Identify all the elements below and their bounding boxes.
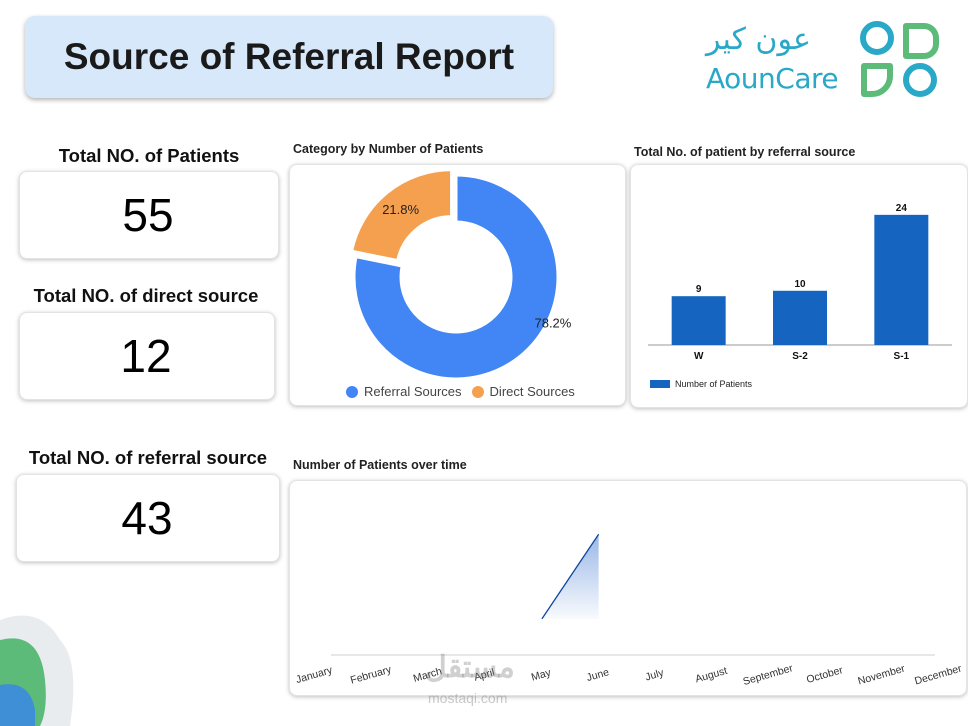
donut-chart: 21.8% 78.2%: [349, 168, 572, 381]
bar-chart-title: Total No. of patient by referral source: [634, 145, 856, 159]
bar-legend-label: Number of Patients: [675, 379, 753, 389]
kpi-direct-source-card: [19, 312, 275, 400]
kpi-total-patients-card: [19, 171, 279, 259]
month-tick-may: May: [530, 666, 553, 683]
bar-legend-swatch: [650, 380, 670, 388]
kpi-referral-source-label: Total NO. of referral source: [28, 447, 268, 468]
legend-label-direct: Direct Sources: [489, 384, 575, 399]
month-tick-september: September: [742, 662, 795, 688]
kpi-total-patients-label: Total NO. of Patients: [58, 145, 240, 166]
logo-arabic-text: عون كير: [706, 22, 811, 57]
legend-dot-referral: [346, 385, 358, 398]
month-tick-june: June: [585, 666, 610, 684]
line-chart: January February March April May June July Augu…: [295, 533, 964, 688]
kpi-direct-source-value: 12: [120, 330, 172, 382]
bar-chart: 9 W 10 S-2 24 S-1: [648, 203, 952, 362]
donut-chart-title: Category by Number of Patients: [293, 142, 484, 156]
month-tick-april: April: [473, 666, 497, 683]
bar-value-S-1: 24: [896, 203, 908, 214]
line-chart-title: Number of Patients over time: [293, 458, 467, 472]
bar-tick-W: W: [694, 351, 704, 362]
month-tick-january: January: [295, 664, 335, 686]
kpi-referral-source-card: [16, 474, 280, 562]
corner-shape-blue: [0, 684, 35, 726]
donut-slice-referral: [352, 173, 560, 381]
legend-dot-direct: [471, 385, 484, 398]
bar-value-W: 9: [696, 284, 702, 295]
corner-decoration: [0, 615, 74, 726]
page-title: Source of Referral Report: [63, 36, 515, 77]
watermark-arabic: مستقل: [425, 651, 515, 684]
month-tick-november: November: [857, 663, 907, 688]
month-tick-october: October: [805, 664, 845, 686]
bar-tick-S-2: S-2: [792, 351, 808, 362]
kpi-total-patients-value: 55: [122, 189, 174, 241]
logo-circle-br: [903, 63, 937, 97]
month-tick-july: July: [644, 667, 666, 684]
legend-label-referral: Referral Sources: [364, 384, 462, 399]
bar-W: [671, 296, 726, 345]
bar-S-1: [874, 214, 929, 345]
logo-english-text: AounCare: [706, 62, 839, 95]
logo-circle-tl: [860, 21, 894, 55]
logo-drop-bl: [861, 63, 893, 97]
month-tick-august: August: [694, 665, 729, 686]
bar-tick-S-1: S-1: [894, 351, 910, 362]
aouncare-logo-icon: [860, 21, 939, 97]
donut-slice-direct: [349, 168, 454, 263]
month-tick-february: February: [349, 663, 393, 686]
bar-legend: Number of Patients: [650, 379, 752, 389]
line-chart-card: [289, 480, 967, 696]
watermark-latin: mostaqi.com: [428, 690, 508, 706]
report-title-box: Source of Referral Report: [25, 16, 553, 98]
line-series: [541, 533, 600, 620]
kpi-referral-source-value: 43: [121, 492, 173, 544]
bar-S-2: [773, 290, 827, 345]
month-tick-december: December: [913, 663, 963, 688]
donut-label-referral: 78.2%: [534, 315, 571, 330]
donut-label-direct: 21.8%: [382, 202, 419, 217]
bar-value-S-2: 10: [794, 279, 806, 290]
logo-heart-tr: [903, 23, 939, 59]
donut-legend: Referral Sources Direct Sources: [346, 384, 575, 399]
kpi-direct-source-label: Total NO. of direct source: [33, 285, 259, 306]
